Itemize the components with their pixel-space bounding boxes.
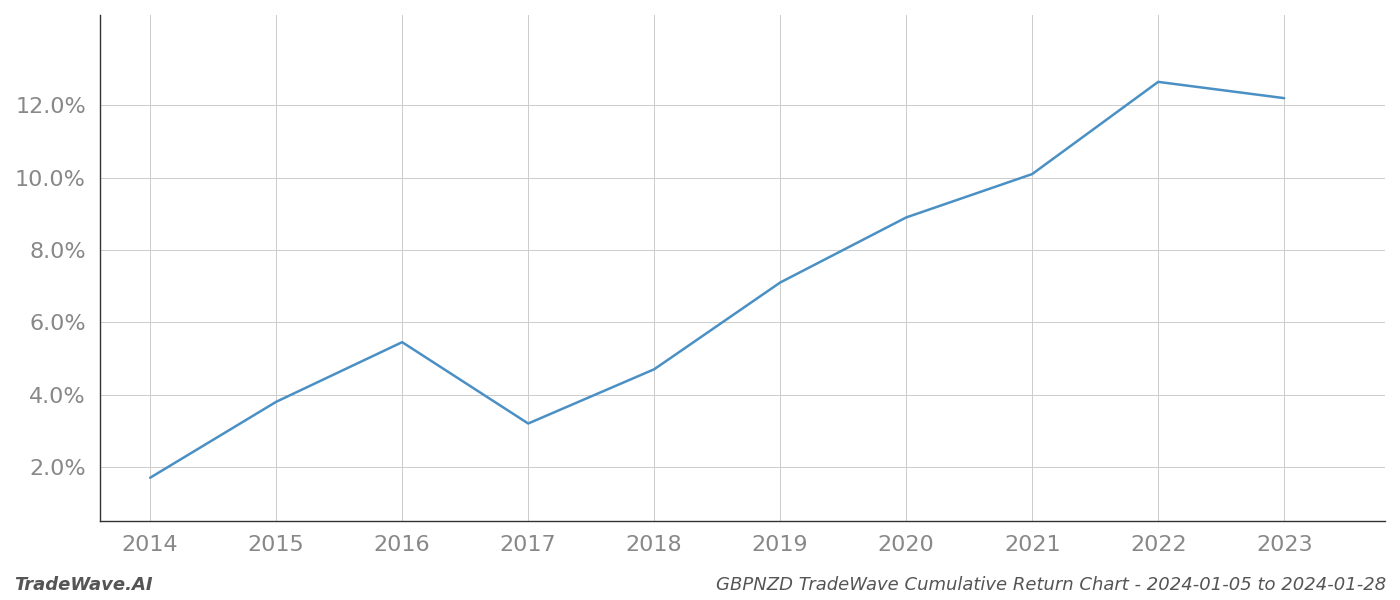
Text: TradeWave.AI: TradeWave.AI bbox=[14, 576, 153, 594]
Text: GBPNZD TradeWave Cumulative Return Chart - 2024-01-05 to 2024-01-28: GBPNZD TradeWave Cumulative Return Chart… bbox=[715, 576, 1386, 594]
